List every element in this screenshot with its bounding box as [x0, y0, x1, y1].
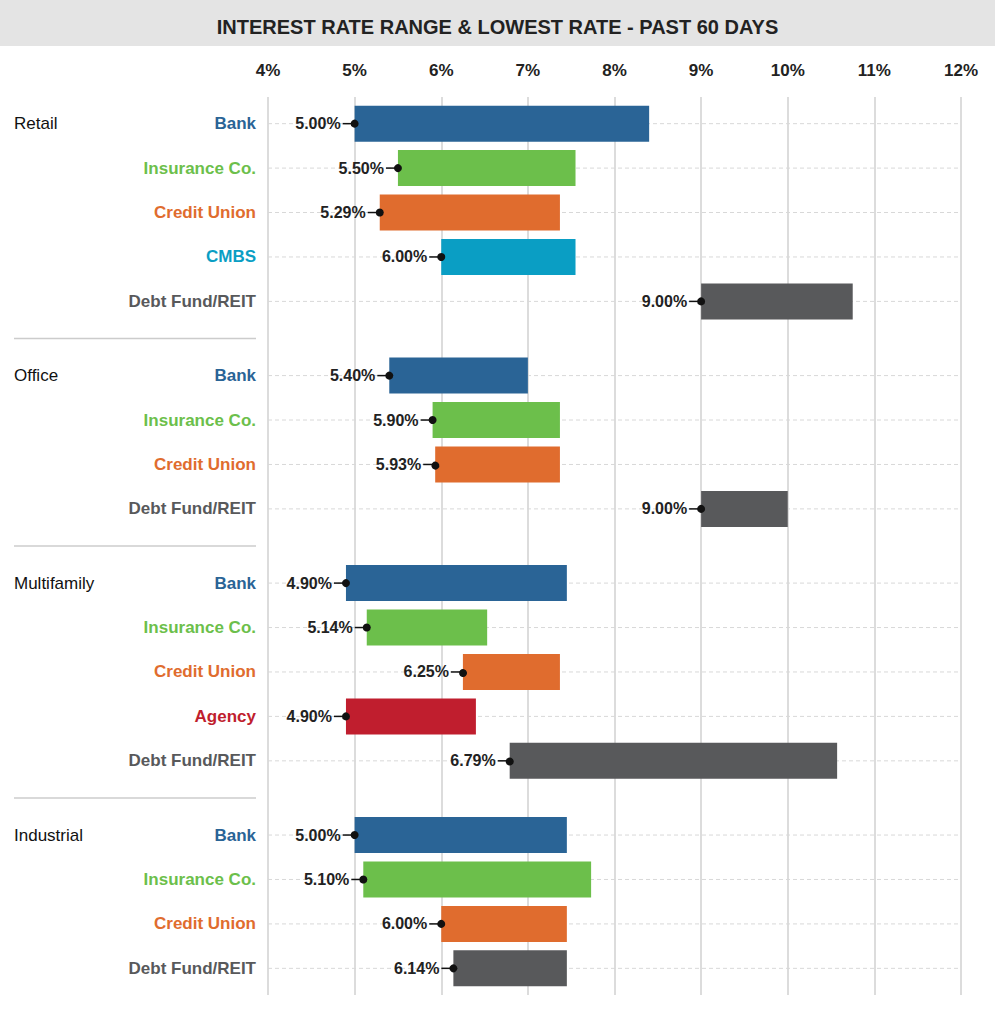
svg-text:Insurance Co.: Insurance Co. — [144, 411, 256, 430]
svg-text:Bank: Bank — [214, 574, 256, 593]
svg-text:6.14%: 6.14% — [394, 960, 439, 977]
svg-text:7%: 7% — [516, 61, 541, 80]
svg-text:Office: Office — [14, 366, 58, 385]
svg-text:6.00%: 6.00% — [382, 915, 427, 932]
svg-text:Bank: Bank — [214, 114, 256, 133]
svg-text:5.00%: 5.00% — [295, 115, 340, 132]
svg-text:Bank: Bank — [214, 366, 256, 385]
svg-text:4.90%: 4.90% — [287, 575, 332, 592]
svg-text:Insurance Co.: Insurance Co. — [144, 870, 256, 889]
svg-text:Insurance Co.: Insurance Co. — [144, 159, 256, 178]
svg-text:5.10%: 5.10% — [304, 871, 349, 888]
svg-text:Credit Union: Credit Union — [154, 203, 256, 222]
svg-text:9%: 9% — [689, 61, 714, 80]
svg-text:Debt Fund/REIT: Debt Fund/REIT — [129, 751, 257, 770]
svg-text:5%: 5% — [342, 61, 367, 80]
svg-text:5.40%: 5.40% — [330, 367, 375, 384]
svg-text:Credit Union: Credit Union — [154, 662, 256, 681]
svg-text:5.93%: 5.93% — [376, 456, 421, 473]
svg-text:Bank: Bank — [214, 826, 256, 845]
svg-text:Credit Union: Credit Union — [154, 914, 256, 933]
svg-text:Credit Union: Credit Union — [154, 455, 256, 474]
svg-text:6.25%: 6.25% — [404, 663, 449, 680]
svg-text:6.00%: 6.00% — [382, 248, 427, 265]
svg-text:INTEREST RATE RANGE & LOWEST R: INTEREST RATE RANGE & LOWEST RATE - PAST… — [217, 16, 779, 38]
svg-text:6.79%: 6.79% — [450, 752, 495, 769]
svg-text:8%: 8% — [602, 61, 627, 80]
svg-text:CMBS: CMBS — [206, 247, 256, 266]
svg-text:4%: 4% — [256, 61, 281, 80]
svg-text:5.00%: 5.00% — [295, 827, 340, 844]
svg-text:Debt Fund/REIT: Debt Fund/REIT — [129, 292, 257, 311]
svg-text:9.00%: 9.00% — [642, 293, 687, 310]
svg-text:Industrial: Industrial — [14, 826, 83, 845]
svg-text:9.00%: 9.00% — [642, 500, 687, 517]
svg-text:5.90%: 5.90% — [373, 412, 418, 429]
svg-text:4.90%: 4.90% — [287, 708, 332, 725]
svg-text:5.14%: 5.14% — [307, 619, 352, 636]
svg-text:10%: 10% — [771, 61, 805, 80]
svg-text:Agency: Agency — [195, 707, 257, 726]
svg-text:5.50%: 5.50% — [339, 160, 384, 177]
svg-text:12%: 12% — [944, 61, 978, 80]
svg-text:6%: 6% — [429, 61, 454, 80]
svg-text:Debt Fund/REIT: Debt Fund/REIT — [129, 959, 257, 978]
svg-text:5.29%: 5.29% — [320, 204, 365, 221]
svg-text:Insurance Co.: Insurance Co. — [144, 618, 256, 637]
svg-text:Retail: Retail — [14, 114, 57, 133]
svg-text:11%: 11% — [858, 61, 891, 80]
svg-text:Multifamily: Multifamily — [14, 574, 95, 593]
svg-text:Debt Fund/REIT: Debt Fund/REIT — [129, 499, 257, 518]
